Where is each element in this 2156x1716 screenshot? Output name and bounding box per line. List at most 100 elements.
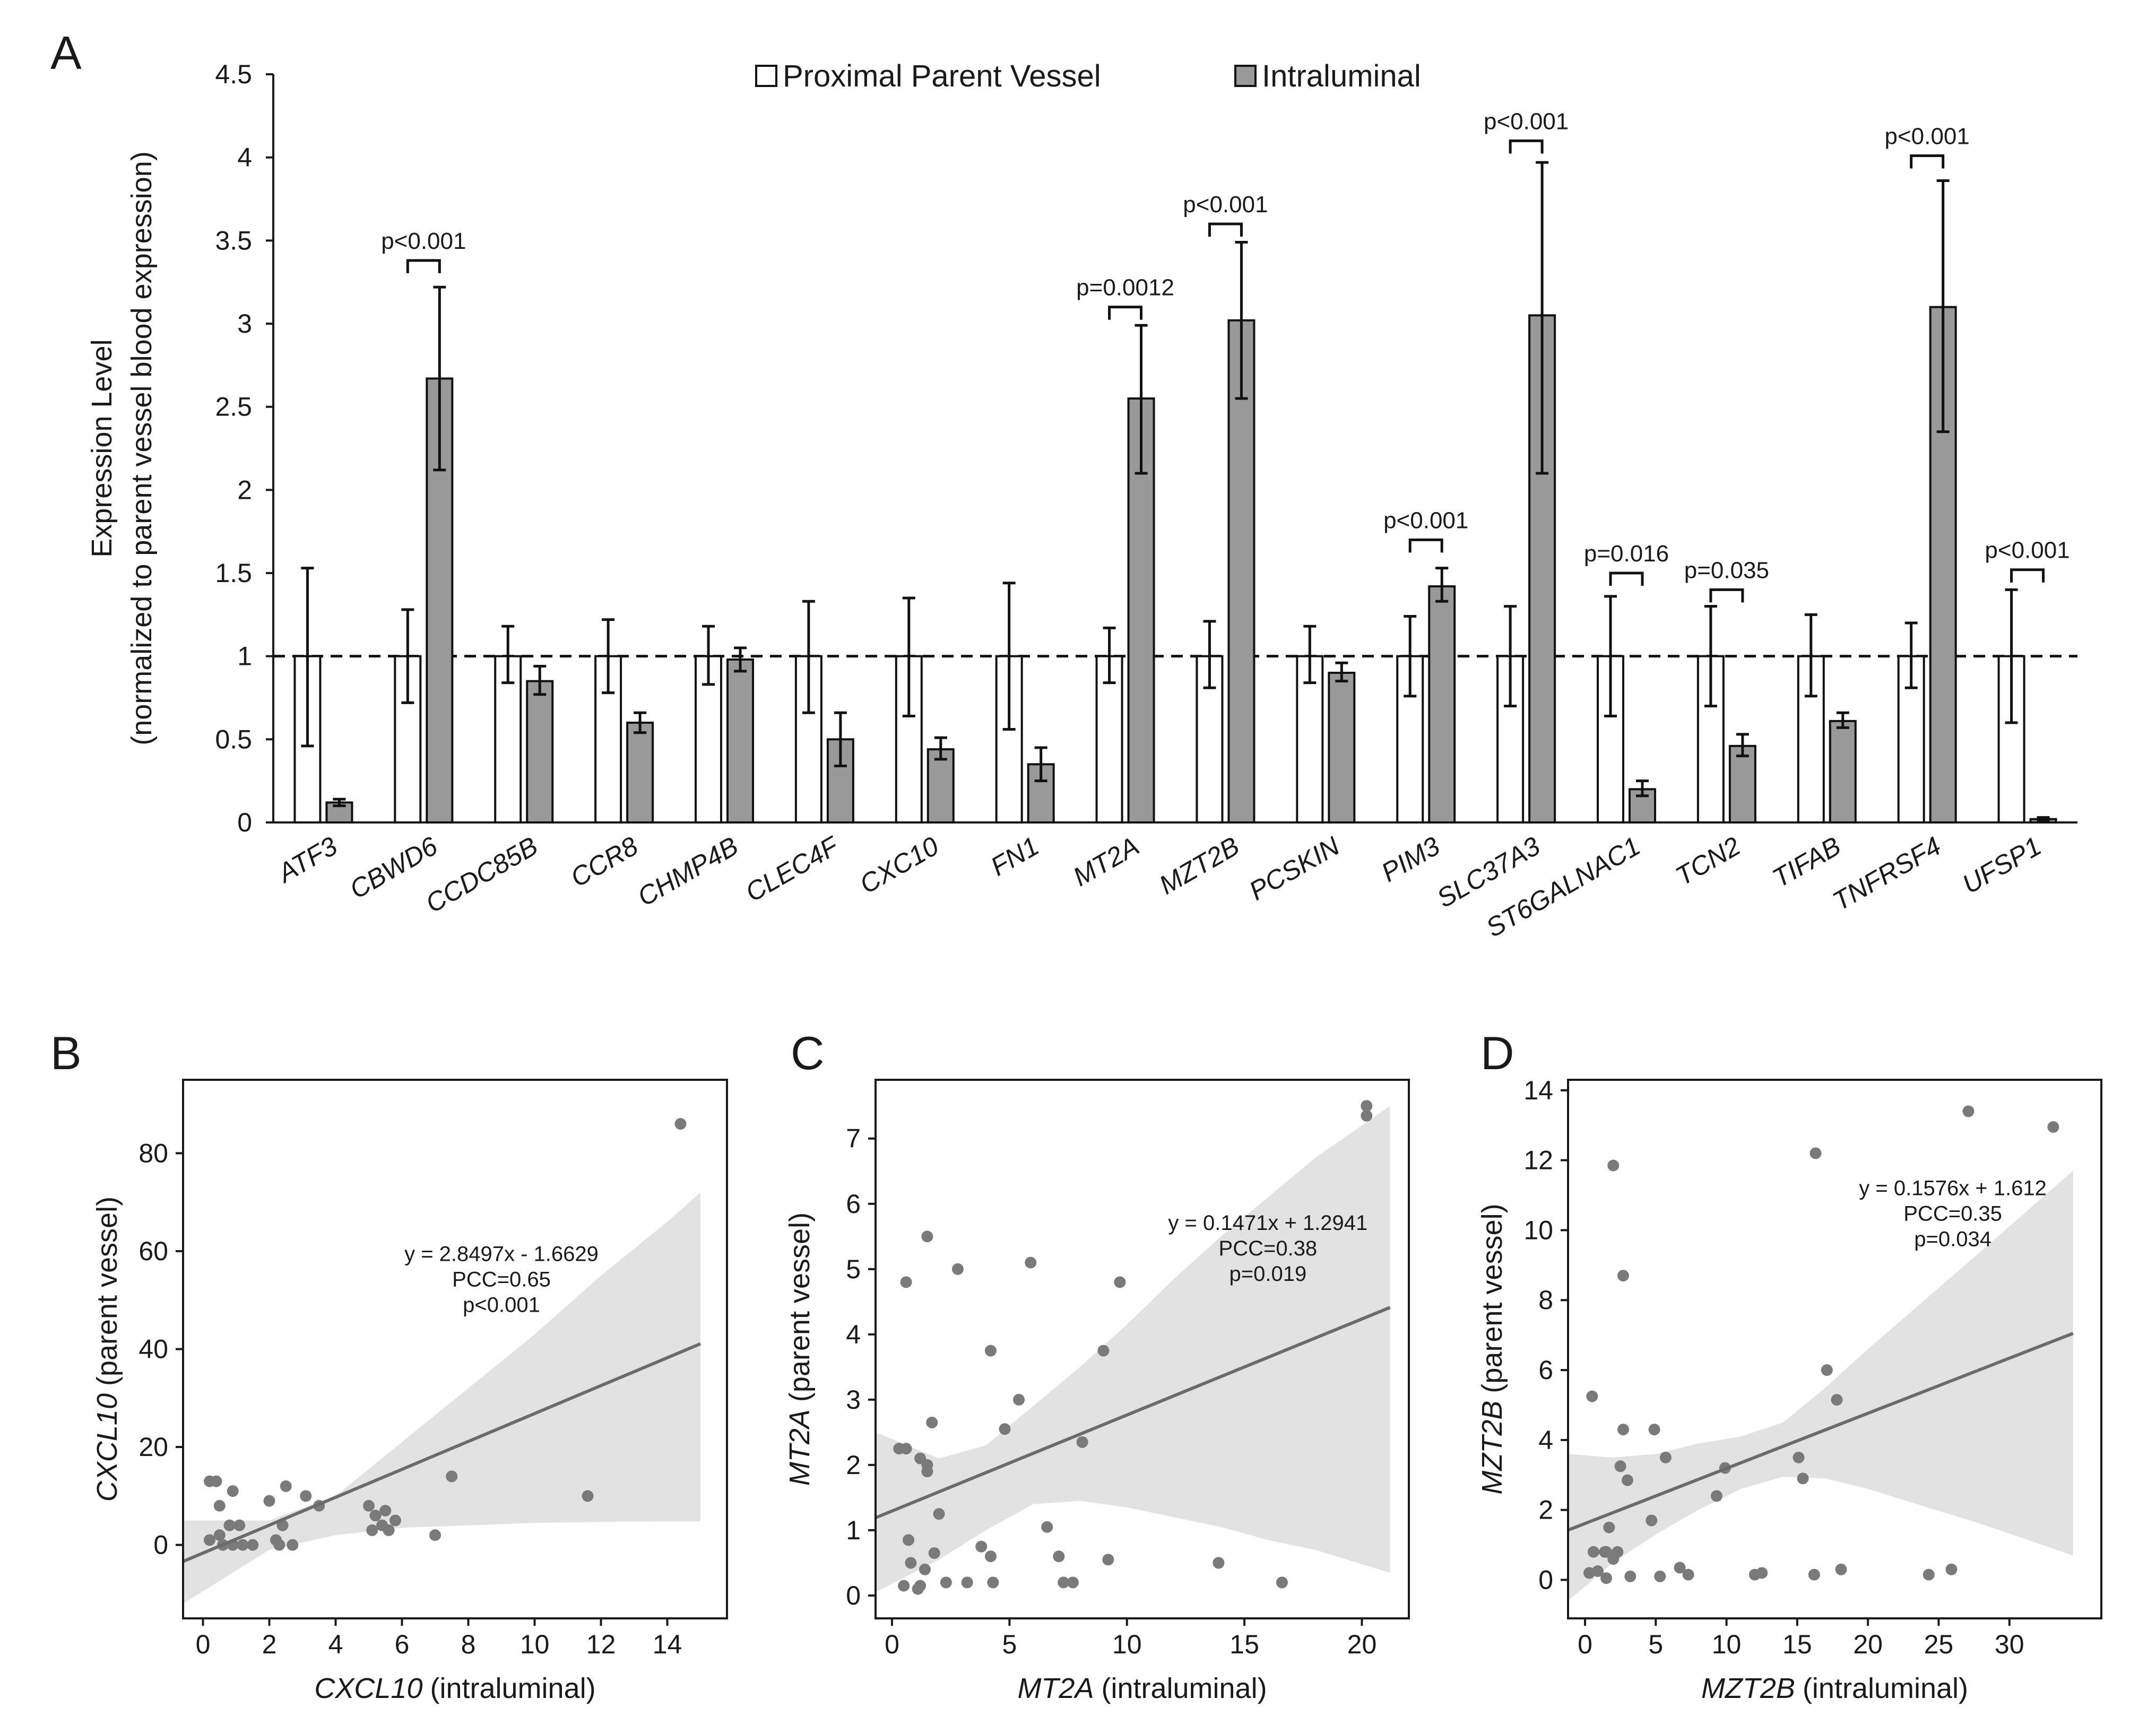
data-point	[1808, 1568, 1820, 1581]
data-point	[1361, 1100, 1373, 1112]
y-axis-title-rest: (parent vessel)	[1476, 1203, 1508, 1393]
data-point	[987, 1576, 999, 1589]
data-point	[1831, 1394, 1843, 1406]
data-point	[429, 1529, 441, 1541]
data-point	[1114, 1276, 1126, 1288]
p-value-label: p<0.001	[1383, 507, 1468, 533]
x-axis-title-rest: (intraluminal)	[1803, 1672, 1968, 1704]
data-point	[984, 1345, 997, 1357]
y-tick-label: 2.5	[215, 392, 252, 422]
y-tick-label: 4.5	[215, 59, 252, 89]
panel-letter: B	[50, 1027, 82, 1079]
data-point	[1025, 1256, 1037, 1269]
x-tick-label: 12	[586, 1630, 616, 1659]
y-tick-label: 4	[237, 143, 252, 172]
bar-intraluminal	[526, 680, 554, 824]
data-point	[900, 1276, 912, 1288]
panel-a-bar-chart: A 0 0.5 1 1.5 2 2.5 3 3.5 4 4.5 Expression Level (no…	[50, 27, 2077, 943]
x-tick-label: PIM3	[1376, 831, 1445, 888]
y-tick-label: 1.5	[215, 558, 252, 588]
bar-parent-vessel	[1196, 655, 1224, 824]
x-axis-title-gene: CXCL10	[314, 1672, 422, 1704]
bar-intraluminal	[1328, 672, 1356, 824]
significance-bracket	[2010, 568, 2045, 583]
significance-bracket	[1609, 571, 1644, 586]
data-point	[1361, 1110, 1373, 1122]
p-value-label: p<0.001	[463, 1293, 540, 1316]
data-point	[1654, 1570, 1666, 1582]
data-point	[204, 1534, 215, 1546]
data-point	[1617, 1270, 1629, 1282]
x-tick-label: 5	[1648, 1630, 1663, 1659]
data-point	[928, 1547, 940, 1559]
data-point	[1617, 1424, 1629, 1436]
regression-equation: y = 0.1576x + 1.612	[1859, 1177, 2047, 1200]
y-tick-label: 2	[846, 1450, 861, 1480]
x-tick-label: 10	[1712, 1630, 1742, 1659]
data-point	[263, 1495, 275, 1507]
y-tick-label: 4	[1538, 1425, 1553, 1455]
x-tick-label: 2	[262, 1630, 277, 1659]
data-point	[1756, 1567, 1768, 1579]
y-axis-title: Expression Level	[86, 339, 118, 557]
y-tick-label: 4	[846, 1320, 861, 1349]
y-axis-title: CXCL10 (parent vessel)	[91, 1197, 123, 1502]
bar-parent-vessel	[1597, 655, 1624, 824]
data-point	[940, 1576, 952, 1589]
x-tick-label: TNFRSF4	[1828, 831, 1946, 916]
legend-swatch-intraluminal	[1234, 65, 1257, 87]
y-axis-title-rest: (parent vessel)	[91, 1197, 123, 1386]
bar-parent-vessel	[1897, 655, 1925, 824]
x-tick-label: TIFAB	[1768, 831, 1846, 893]
p-value-label: p=0.035	[1684, 557, 1769, 583]
data-point	[247, 1539, 259, 1551]
data-point	[1835, 1563, 1847, 1575]
y-tick-label: 3	[846, 1385, 861, 1415]
y-tick-label: 8	[1538, 1285, 1553, 1315]
data-point	[1674, 1562, 1686, 1574]
x-tick-label: CHMP4B	[633, 831, 743, 912]
data-point	[227, 1485, 239, 1497]
y-tick-label: 2	[1538, 1495, 1553, 1525]
y-tick-label: 80	[138, 1138, 168, 1168]
y-tick-label: 6	[846, 1189, 861, 1219]
data-point	[1710, 1490, 1722, 1502]
panel-letter: D	[1480, 1027, 1514, 1079]
confidence-band	[876, 1106, 1390, 1592]
data-point	[1624, 1570, 1637, 1582]
data-point	[1276, 1576, 1288, 1589]
x-tick-label: 20	[1347, 1630, 1377, 1659]
data-point	[902, 1534, 914, 1546]
legend-label-parent: Proximal Parent Vessel	[783, 59, 1101, 93]
data-point	[1612, 1546, 1624, 1558]
y-tick-label: 0.5	[215, 724, 252, 754]
x-tick-label: 0	[196, 1630, 211, 1659]
data-point	[674, 1118, 687, 1130]
data-point	[984, 1550, 997, 1563]
panel-d-scatter: D 0 5 10 15 20 25 30 0 2 4 6 8 10 12 14 y = 0.1576x + 1.…	[1476, 1027, 2102, 1704]
bar-intraluminal	[927, 748, 955, 824]
p-value-label: p<0.001	[1985, 538, 2070, 564]
data-point	[919, 1563, 931, 1575]
significance-bracket	[1108, 306, 1143, 320]
x-tick-label: UFSP1	[1957, 831, 2046, 899]
data-point	[383, 1524, 395, 1536]
bar-intraluminal	[1728, 744, 1756, 824]
data-point	[961, 1576, 973, 1589]
data-point	[975, 1540, 988, 1553]
confidence-band	[1568, 1171, 2073, 1601]
bar-intraluminal	[1428, 585, 1456, 824]
x-tick-label: 10	[520, 1630, 550, 1659]
x-tick-label: 5	[1002, 1630, 1017, 1659]
legend-label-intraluminal: Intraluminal	[1262, 59, 1421, 93]
y-tick-label: 3	[237, 309, 252, 339]
legend-swatch-parent	[755, 65, 777, 87]
y-axis-title-gene: CXCL10	[91, 1393, 123, 1502]
data-point	[582, 1490, 594, 1502]
p-value-label: p=0.019	[1229, 1262, 1307, 1286]
x-axis-title-rest: (intraluminal)	[1101, 1672, 1267, 1704]
p-value-label: p=0.034	[1914, 1228, 1992, 1251]
data-point	[1648, 1424, 1660, 1436]
panel-c-scatter: C 0 5 10 15 20 0 1 2 3 4 5 6 7 y = 0.1471x + 1.2941PCC…	[784, 1027, 1410, 1704]
data-point	[1614, 1460, 1626, 1472]
